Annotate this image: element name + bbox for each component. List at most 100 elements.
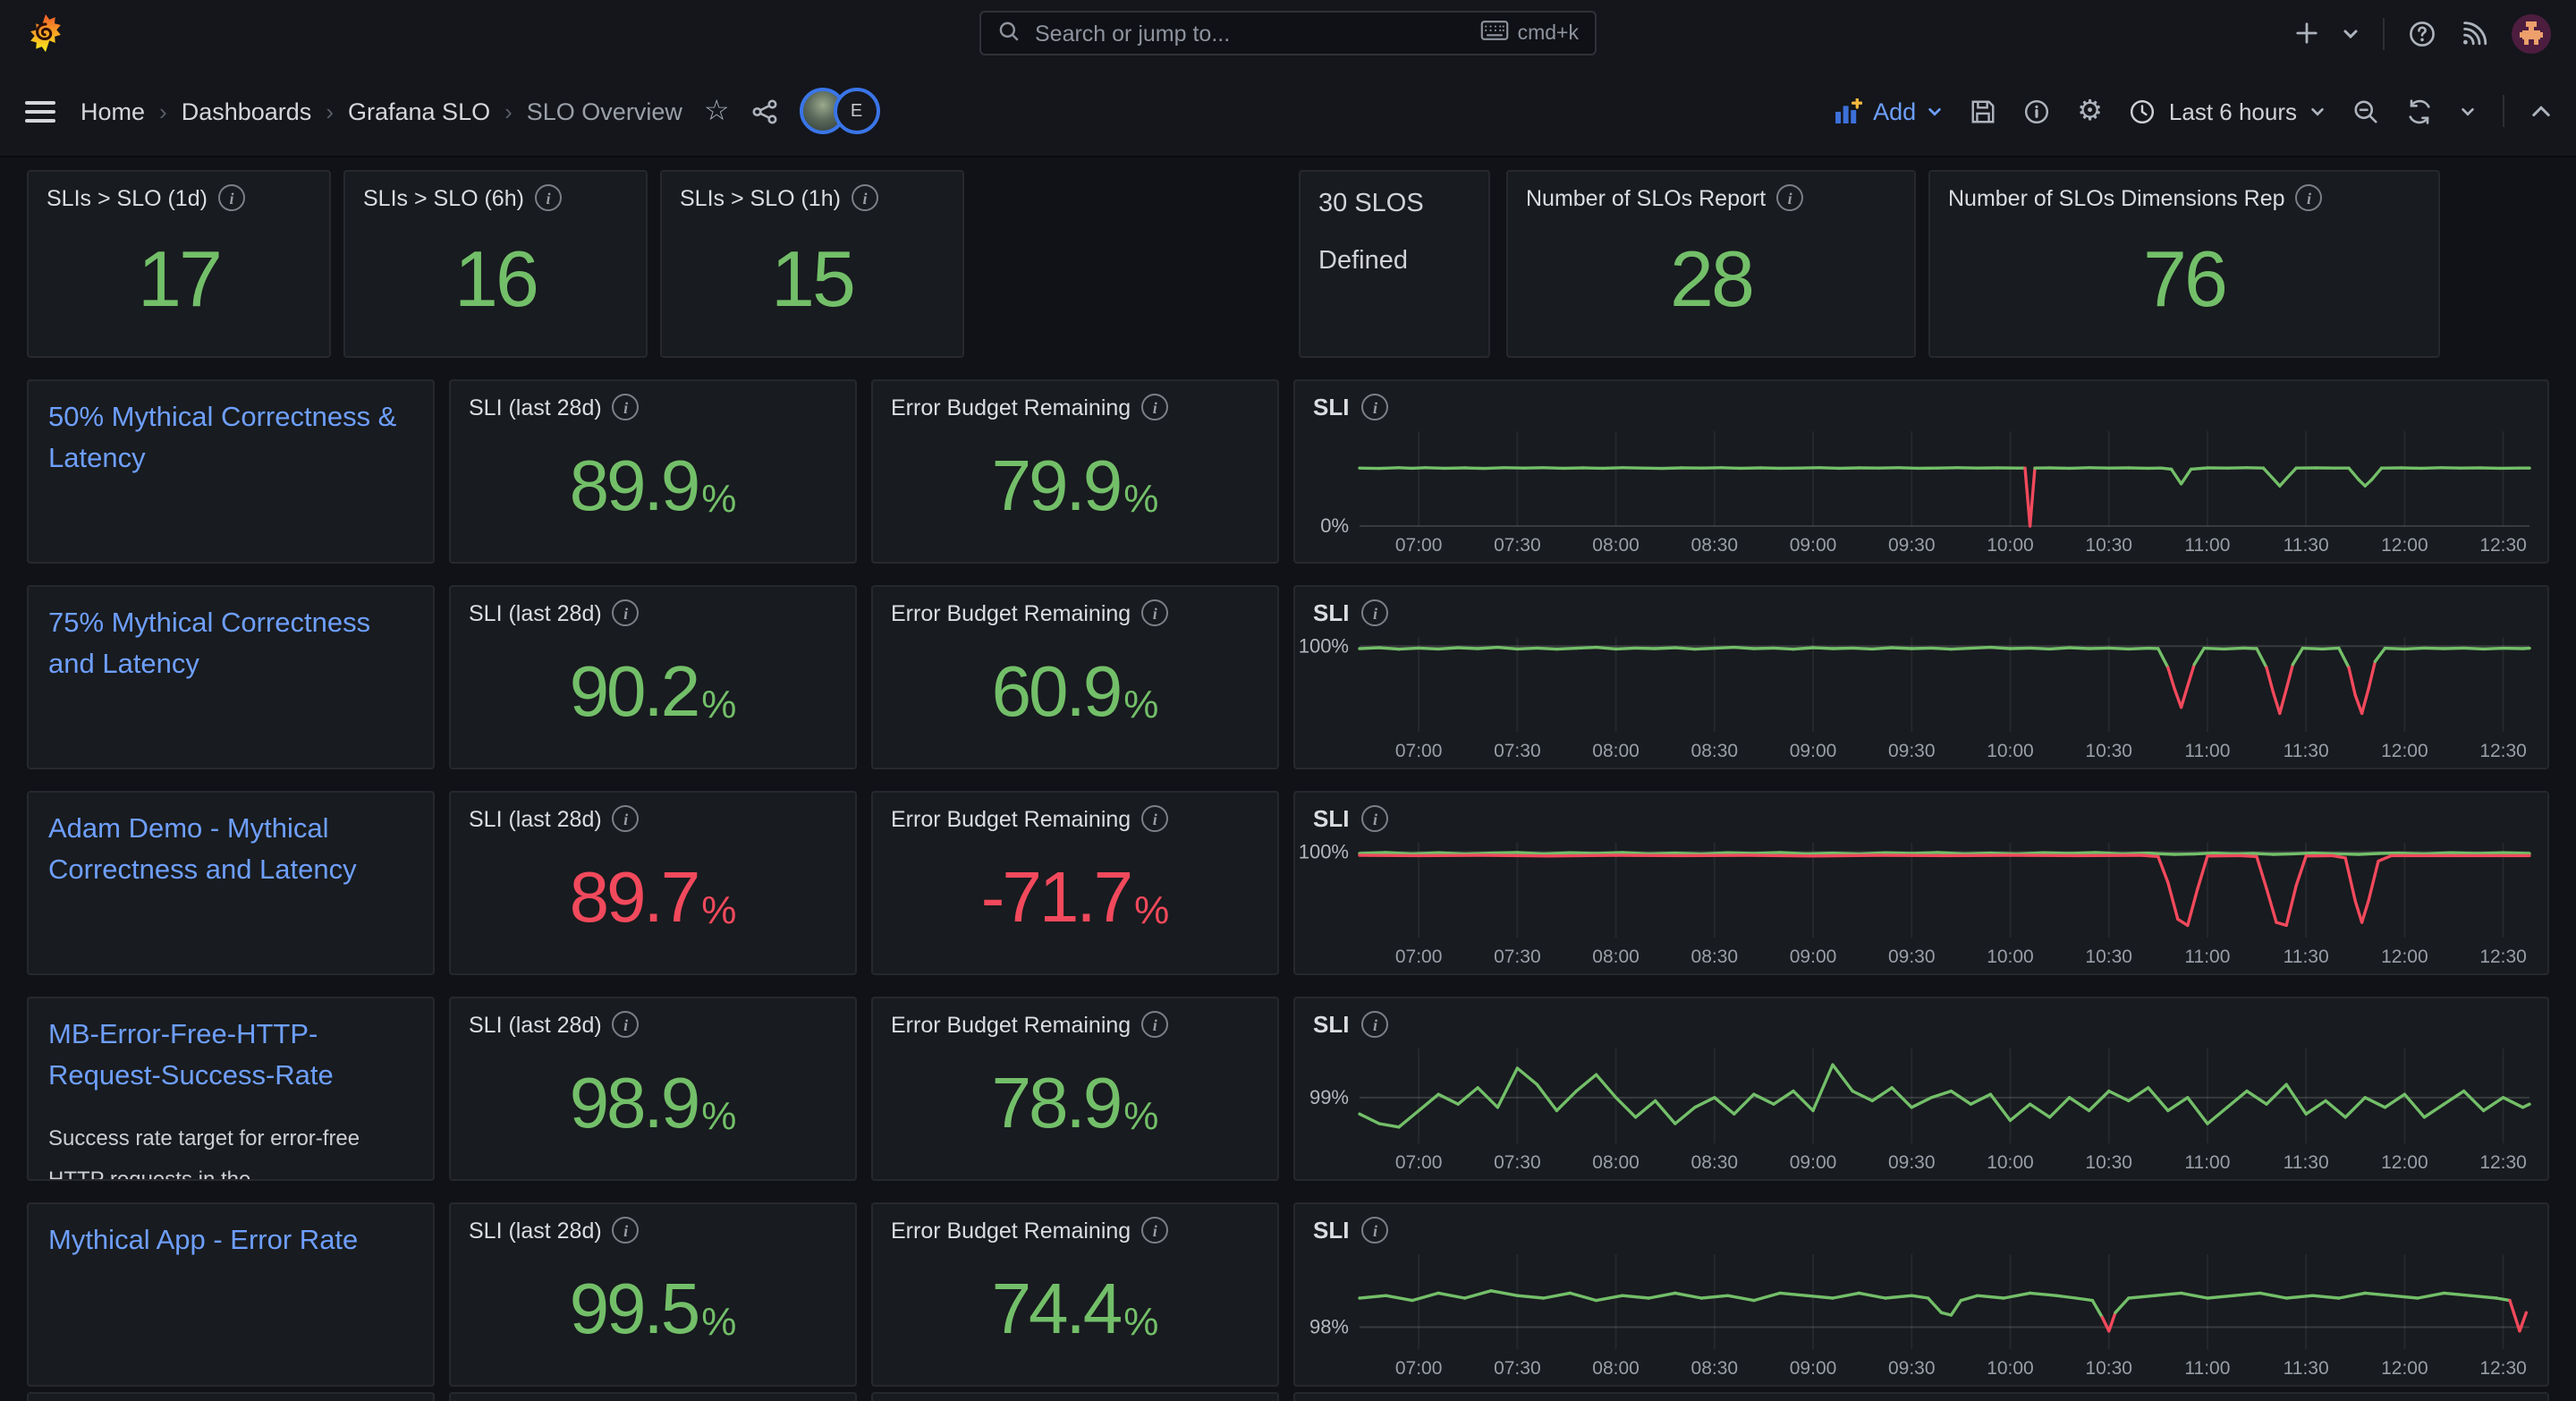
user-avatar[interactable] — [2512, 13, 2551, 53]
sli-chart-panel[interactable]: SLIi 07:0007:3008:0008:3009:0009:3010:00… — [1293, 585, 2549, 769]
slo-name-link[interactable]: MB-Error-Free-HTTP-Request-Success-Rate — [48, 1015, 413, 1098]
info-icon[interactable]: i — [613, 1011, 640, 1038]
svg-text:10:30: 10:30 — [2085, 947, 2132, 967]
svg-text:12:00: 12:00 — [2381, 535, 2428, 556]
slo-name-link[interactable]: Mythical App - Error Rate — [48, 1220, 413, 1262]
info-icon[interactable]: i — [1361, 599, 1388, 626]
editor-avatar[interactable]: E — [834, 88, 880, 134]
sli-timeseries-chart[interactable]: 07:0007:3008:0008:3009:0009:3010:0010:30… — [1295, 587, 2547, 768]
add-panel-label: Add — [1873, 98, 1916, 124]
info-icon[interactable]: i — [1141, 394, 1168, 420]
search-input[interactable]: Search or jump to... cmd+k — [979, 11, 1597, 55]
error-budget-panel[interactable]: Error Budget Remainingi 74.4% — [871, 1202, 1279, 1387]
info-icon[interactable]: i — [613, 394, 640, 420]
slo-name-link[interactable]: 75% Mythical Correctness and Latency — [48, 603, 413, 686]
svg-text:09:00: 09:00 — [1790, 947, 1837, 967]
error-budget-panel[interactable]: Error Budget Remainingi 79.9% — [871, 379, 1279, 564]
svg-text:11:00: 11:00 — [2184, 1358, 2230, 1379]
grafana-logo[interactable] — [25, 13, 66, 54]
panel-title: SLI — [1313, 394, 1349, 420]
info-icon[interactable]: i — [613, 599, 640, 626]
menu-icon[interactable] — [25, 99, 55, 123]
breadcrumb-dashboards[interactable]: Dashboards — [182, 98, 312, 124]
svg-text:11:00: 11:00 — [2184, 1152, 2230, 1173]
stat-panel-slos-reporting[interactable]: Number of SLOs Reporti 28 — [1506, 170, 1916, 358]
add-panel-button[interactable]: Add — [1835, 98, 1943, 124]
slo-name-panel[interactable]: Mythical App - Error Rate — [27, 1202, 435, 1387]
panel-title: Error Budget Remaining — [891, 806, 1131, 831]
info-icon[interactable]: i — [1141, 1217, 1168, 1244]
sli-stat-panel[interactable]: SLI (last 28d)i 89.7% — [449, 791, 857, 975]
dashboard-settings-icon[interactable]: ⚙ — [2077, 97, 2103, 125]
time-range-picker[interactable]: Last 6 hours — [2130, 98, 2326, 124]
sli-value: 99.5% — [451, 1244, 855, 1378]
search-placeholder: Search or jump to... — [1035, 21, 1230, 46]
breadcrumb-separator: › — [326, 98, 334, 124]
breadcrumb-separator: › — [504, 98, 513, 124]
error-budget-value: 79.9% — [873, 420, 1277, 555]
panel-title: Error Budget Remaining — [891, 1012, 1131, 1037]
info-icon[interactable]: i — [535, 184, 562, 211]
info-icon[interactable]: i — [1361, 1217, 1388, 1244]
slo-name-panel[interactable]: 75% Mythical Correctness and Latency — [27, 585, 435, 769]
stat-panel-sli-slo-1h[interactable]: SLIs > SLO (1h)i 15 — [660, 170, 964, 358]
refresh-icon[interactable] — [2406, 98, 2433, 124]
sli-stat-panel[interactable]: SLI (last 28d)i 89.9% — [449, 379, 857, 564]
panel-title: SLI — [1313, 1217, 1349, 1244]
help-icon[interactable] — [2408, 19, 2436, 47]
sli-stat-panel[interactable]: SLI (last 28d)i 90.2% — [449, 585, 857, 769]
error-budget-panel[interactable]: Error Budget Remainingi -71.7% — [871, 791, 1279, 975]
panel-title: SLI (last 28d) — [469, 1218, 602, 1243]
info-icon[interactable]: i — [1776, 184, 1803, 211]
svg-text:10:30: 10:30 — [2085, 1358, 2132, 1379]
sli-stat-panel[interactable]: SLI (last 28d)i 98.9% — [449, 997, 857, 1181]
error-budget-panel[interactable]: Error Budget Remainingi 78.9% — [871, 997, 1279, 1181]
info-icon[interactable]: i — [613, 1217, 640, 1244]
slo-name-link[interactable]: 50% Mythical Correctness & Latency — [48, 397, 413, 480]
slo-name-panel[interactable]: Adam Demo - Mythical Correctness and Lat… — [27, 791, 435, 975]
add-new-button[interactable] — [2295, 21, 2318, 45]
info-icon[interactable]: i — [1141, 599, 1168, 626]
sli-timeseries-chart[interactable]: 07:0007:3008:0008:3009:0009:3010:0010:30… — [1295, 793, 2547, 973]
info-icon[interactable]: i — [1361, 394, 1388, 420]
svg-text:10:30: 10:30 — [2085, 535, 2132, 556]
slo-name-panel[interactable]: 50% Mythical Correctness & Latency — [27, 379, 435, 564]
info-icon[interactable]: i — [852, 184, 878, 211]
save-dashboard-icon[interactable] — [1970, 98, 1996, 124]
add-new-chevron-icon[interactable] — [2342, 24, 2360, 42]
breadcrumb-home[interactable]: Home — [80, 98, 145, 124]
info-icon[interactable]: i — [2296, 184, 2323, 211]
favorite-star-icon[interactable]: ☆ — [704, 97, 730, 125]
info-icon[interactable]: i — [218, 184, 245, 211]
slo-name-link[interactable]: Adam Demo - Mythical Correctness and Lat… — [48, 809, 413, 892]
info-icon[interactable]: i — [1141, 1011, 1168, 1038]
share-icon[interactable] — [751, 98, 778, 124]
dashboard-insights-icon[interactable] — [2023, 98, 2050, 124]
svg-text:07:00: 07:00 — [1395, 947, 1443, 967]
info-icon[interactable]: i — [1361, 805, 1388, 832]
sli-timeseries-chart[interactable]: 07:0007:3008:0008:3009:0009:3010:0010:30… — [1295, 381, 2547, 562]
sli-chart-panel[interactable]: SLI i 07:0007:3008:0008:3009:0009:3010:00… — [1293, 1202, 2549, 1387]
info-icon[interactable]: i — [1361, 1011, 1388, 1038]
refresh-interval-chevron-icon[interactable] — [2460, 103, 2476, 119]
stat-panel-sli-slo-6h[interactable]: SLIs > SLO (6h)i 16 — [343, 170, 648, 358]
slos-defined-text-panel[interactable]: 30 SLOS Defined — [1299, 170, 1490, 358]
slo-name-panel[interactable]: MB-Error-Free-HTTP-Request-Success-Rate … — [27, 997, 435, 1181]
sli-stat-panel[interactable]: SLI (last 28d) i 99.5% — [449, 1202, 857, 1387]
stat-panel-sli-slo-1d[interactable]: SLIs > SLO (1d)i 17 — [27, 170, 331, 358]
info-icon[interactable]: i — [1141, 805, 1168, 832]
sli-chart-panel[interactable]: SLI i 07:0007:3008:0008:3009:0009:3010:00… — [1293, 379, 2549, 564]
sli-chart-panel[interactable]: SLIi 07:0007:3008:0008:3009:0009:3010:00… — [1293, 997, 2549, 1181]
zoom-out-time-icon[interactable] — [2352, 98, 2379, 124]
breadcrumb-folder[interactable]: Grafana SLO — [348, 98, 490, 124]
sli-timeseries-chart[interactable]: 07:0007:3008:0008:3009:0009:3010:0010:30… — [1295, 1204, 2547, 1385]
svg-text:10:30: 10:30 — [2085, 741, 2132, 761]
news-icon[interactable] — [2460, 19, 2488, 47]
error-budget-panel[interactable]: Error Budget Remainingi 60.9% — [871, 585, 1279, 769]
sli-timeseries-chart[interactable]: 07:0007:3008:0008:3009:0009:3010:0010:30… — [1295, 998, 2547, 1179]
sli-chart-panel[interactable]: SLIi 07:0007:3008:0008:3009:0009:3010:00… — [1293, 791, 2549, 975]
svg-text:09:00: 09:00 — [1790, 741, 1837, 761]
collapse-toolbar-icon[interactable] — [2531, 104, 2551, 118]
info-icon[interactable]: i — [613, 805, 640, 832]
stat-panel-slos-dimensions[interactable]: Number of SLOs Dimensions Repi 76 — [1928, 170, 2440, 358]
